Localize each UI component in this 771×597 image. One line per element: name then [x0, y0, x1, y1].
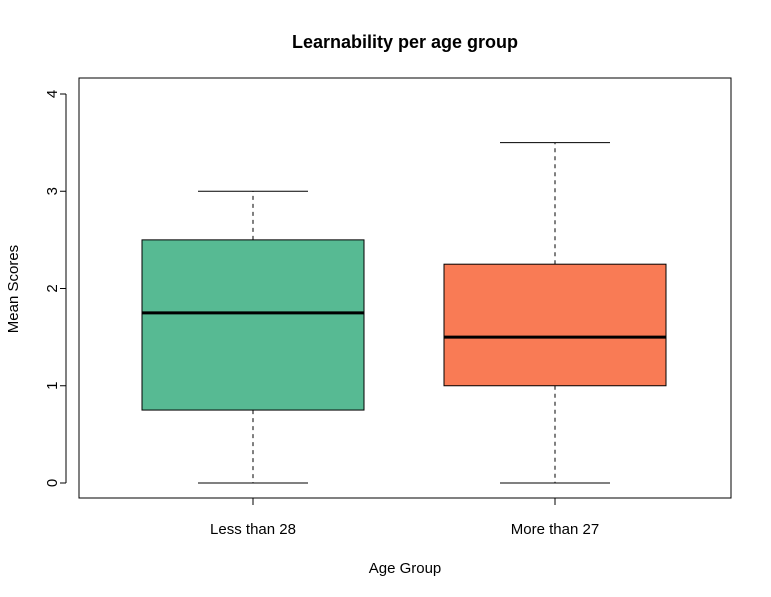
x-tick-label: Less than 28 [210, 521, 296, 538]
y-tick-label: 0 [44, 479, 61, 487]
x-tick-label: More than 27 [511, 521, 599, 538]
boxplot-series [141, 142, 667, 484]
x-axis-label: Age Group [369, 560, 442, 577]
box-1 [141, 190, 365, 484]
box-2 [443, 142, 667, 484]
x-axis: Less than 28 More than 27 [210, 497, 599, 538]
iqr-box [141, 239, 365, 411]
y-tick-label: 2 [44, 284, 61, 292]
chart-title: Learnability per age group [292, 32, 518, 52]
y-tick-label: 1 [44, 382, 61, 390]
y-axis-label: Mean Scores [5, 245, 22, 333]
iqr-box [443, 263, 667, 387]
y-tick-label: 3 [44, 187, 61, 195]
y-tick-label: 4 [44, 90, 61, 98]
y-axis: 0 1 2 3 4 [44, 90, 67, 487]
